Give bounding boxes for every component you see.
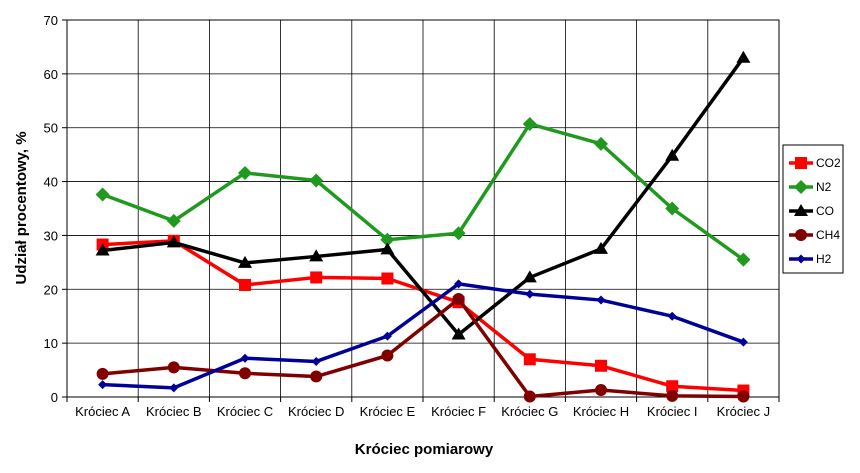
data-point-ch4: [381, 349, 394, 362]
data-point-co: [451, 327, 466, 340]
legend-marker-co2: [795, 157, 807, 169]
y-tick-label: 10: [44, 336, 58, 351]
data-point-ch4: [523, 390, 536, 403]
data-point-n2: [522, 116, 537, 131]
legend-marker-ch4: [795, 229, 807, 241]
y-axis-ticks: 0 10 20 30 40 50 60 70: [44, 13, 67, 405]
data-point-n2: [309, 173, 324, 188]
data-point-co: [594, 241, 608, 254]
y-tick-label: 30: [44, 228, 58, 243]
series-h2: [98, 279, 748, 393]
data-point-n2: [736, 252, 751, 267]
x-axis-ticks: Króciec A Króciec B Króciec C Króciec D Króc…: [66, 397, 780, 419]
legend-label-co: CO: [816, 204, 834, 218]
y-tick-label: 40: [44, 175, 58, 190]
data-point-h2: [667, 311, 677, 321]
x-tick-label: Króciec C: [217, 404, 273, 419]
y-tick-label: 70: [44, 13, 58, 28]
grid-lines: [66, 19, 780, 398]
data-point-h2: [454, 279, 464, 289]
series-line-n2: [101, 122, 745, 262]
legend-label-n2: N2: [816, 180, 832, 194]
data-point-ch4: [310, 370, 323, 383]
x-tick-label: Króciec H: [573, 404, 629, 419]
data-point-co: [95, 243, 110, 256]
series-n2: [95, 116, 751, 267]
data-point-n2: [95, 187, 110, 202]
x-tick-label: Króciec D: [288, 404, 344, 419]
x-tick-label: Króciec A: [75, 404, 130, 419]
data-point-co: [166, 235, 181, 248]
legend: CO2 N2 CO CH4 H2: [782, 144, 844, 274]
x-tick-label: Króciec F: [431, 404, 486, 419]
data-point-co2: [595, 359, 607, 372]
series-line-co: [102, 56, 745, 337]
data-point-ch4: [737, 390, 750, 403]
series-layer: [95, 50, 751, 403]
y-tick-label: 0: [51, 390, 58, 405]
data-point-co2: [523, 353, 536, 366]
x-tick-label: Króciec B: [146, 404, 202, 419]
data-point-h2: [525, 289, 535, 299]
data-point-h2: [98, 380, 108, 390]
data-point-h2: [596, 295, 606, 305]
data-point-ch4: [167, 361, 180, 374]
legend-item-n2: N2: [789, 180, 832, 194]
data-point-h2: [169, 383, 179, 393]
data-point-co: [380, 242, 395, 255]
data-point-n2: [665, 201, 680, 216]
series-ch4: [96, 292, 750, 403]
legend-marker-h2: [796, 254, 806, 264]
legend-item-co: CO: [789, 204, 834, 218]
data-point-co2: [666, 380, 679, 393]
data-point-co: [309, 249, 324, 262]
series-line-h2: [102, 282, 744, 390]
data-point-n2: [451, 226, 466, 241]
x-tick-label: Króciec I: [647, 404, 698, 419]
data-point-n2: [380, 232, 395, 247]
data-point-h2: [311, 356, 321, 366]
data-point-n2: [594, 136, 608, 151]
data-point-n2: [238, 165, 252, 180]
data-point-ch4: [666, 389, 679, 402]
data-point-ch4: [452, 292, 465, 305]
data-point-ch4: [239, 367, 251, 380]
legend-label-h2: H2: [816, 252, 832, 266]
y-tick-label: 20: [44, 282, 58, 297]
series-co: [95, 50, 751, 340]
data-point-n2: [166, 213, 181, 228]
legend-item-co2: CO2: [789, 156, 841, 170]
y-tick-label: 50: [44, 121, 58, 136]
y-tick-label: 60: [44, 67, 58, 82]
data-point-co2: [310, 271, 323, 284]
legend-marker-co: [794, 204, 808, 216]
data-point-co: [238, 255, 252, 268]
data-point-co2: [381, 272, 394, 285]
data-point-h2: [240, 353, 250, 363]
x-tick-label: Króciec J: [717, 404, 770, 419]
data-point-co: [736, 50, 751, 63]
legend-box: [782, 144, 844, 274]
y-axis-title: Udział procentowy, %: [13, 131, 30, 284]
legend-label-ch4: CH4: [816, 228, 840, 242]
data-point-h2: [382, 331, 392, 341]
x-tick-label: Króciec G: [501, 404, 558, 419]
data-point-h2: [738, 337, 748, 347]
legend-item-ch4: CH4: [789, 228, 840, 242]
legend-marker-n2: [794, 180, 808, 194]
data-point-co: [522, 270, 537, 283]
data-point-ch4: [96, 367, 109, 380]
x-axis-title: Króciec pomiarowy: [355, 441, 494, 458]
data-point-co2: [239, 278, 251, 291]
legend-item-h2: H2: [789, 252, 832, 266]
data-point-co: [665, 148, 680, 161]
x-tick-label: Króciec E: [360, 404, 416, 419]
legend-label-co2: CO2: [816, 156, 841, 170]
data-point-ch4: [595, 383, 607, 396]
series-line-ch4: [102, 297, 744, 399]
